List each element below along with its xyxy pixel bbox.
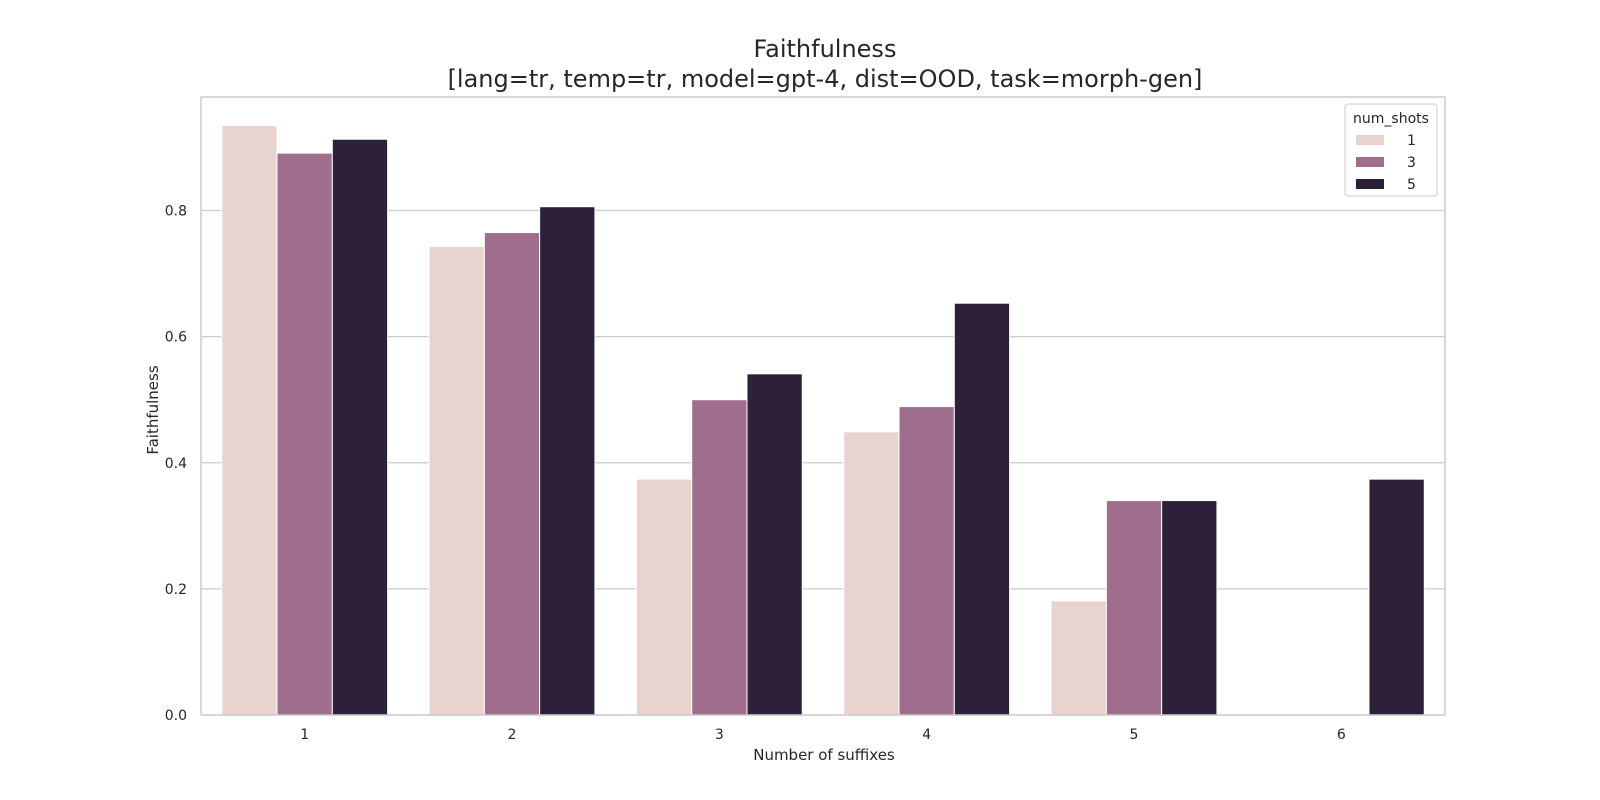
legend-frame <box>1344 103 1438 197</box>
bar <box>953 302 1011 716</box>
bar <box>276 152 333 716</box>
legend-label: 5 <box>1407 177 1416 193</box>
legend-swatch <box>1356 179 1384 189</box>
bar <box>483 232 541 716</box>
y-axis-label: Faithfulness <box>144 365 162 455</box>
bar <box>1368 478 1425 716</box>
bar <box>1105 500 1163 716</box>
legend: num_shots 1 3 5 <box>1344 103 1438 197</box>
y-tick-label: 0.6 <box>165 330 187 346</box>
legend-label: 3 <box>1407 155 1416 171</box>
bar <box>1050 600 1107 716</box>
y-tick-label: 0.0 <box>165 708 187 724</box>
legend-label: 1 <box>1407 133 1416 149</box>
x-tick-label: 3 <box>715 727 724 743</box>
x-axis-label: Number of suffixes <box>753 746 895 764</box>
x-tick-label: 5 <box>1130 727 1139 743</box>
bar <box>539 206 596 716</box>
bars <box>221 124 1425 716</box>
x-tick-label: 6 <box>1337 727 1346 743</box>
chart-title: Faithfulness <box>754 35 897 63</box>
plot-area-frame <box>200 96 1446 716</box>
y-tick-label: 0.4 <box>165 456 187 472</box>
x-tick-label: 1 <box>300 727 309 743</box>
bar <box>331 138 389 716</box>
y-axis-ticks: 0.0 0.2 0.4 0.6 0.8 <box>165 204 187 724</box>
y-tick-label: 0.8 <box>165 204 187 220</box>
legend-swatch <box>1356 135 1384 145</box>
x-tick-label: 4 <box>922 727 931 743</box>
chart-subtitle: [lang=tr, temp=tr, model=gpt-4, dist=OOD… <box>448 65 1203 93</box>
legend-title: num_shots <box>1353 111 1429 127</box>
x-axis-ticks: 1 2 3 4 5 6 <box>300 727 1346 743</box>
bar <box>635 478 693 716</box>
bar <box>428 245 485 716</box>
bar <box>843 431 900 716</box>
bar <box>1161 500 1218 716</box>
bar <box>221 124 278 716</box>
bar <box>898 406 955 716</box>
legend-swatch <box>1356 157 1384 167</box>
bar <box>746 373 803 716</box>
bar <box>691 399 748 716</box>
y-tick-label: 0.2 <box>165 582 187 598</box>
x-tick-label: 2 <box>508 727 517 743</box>
